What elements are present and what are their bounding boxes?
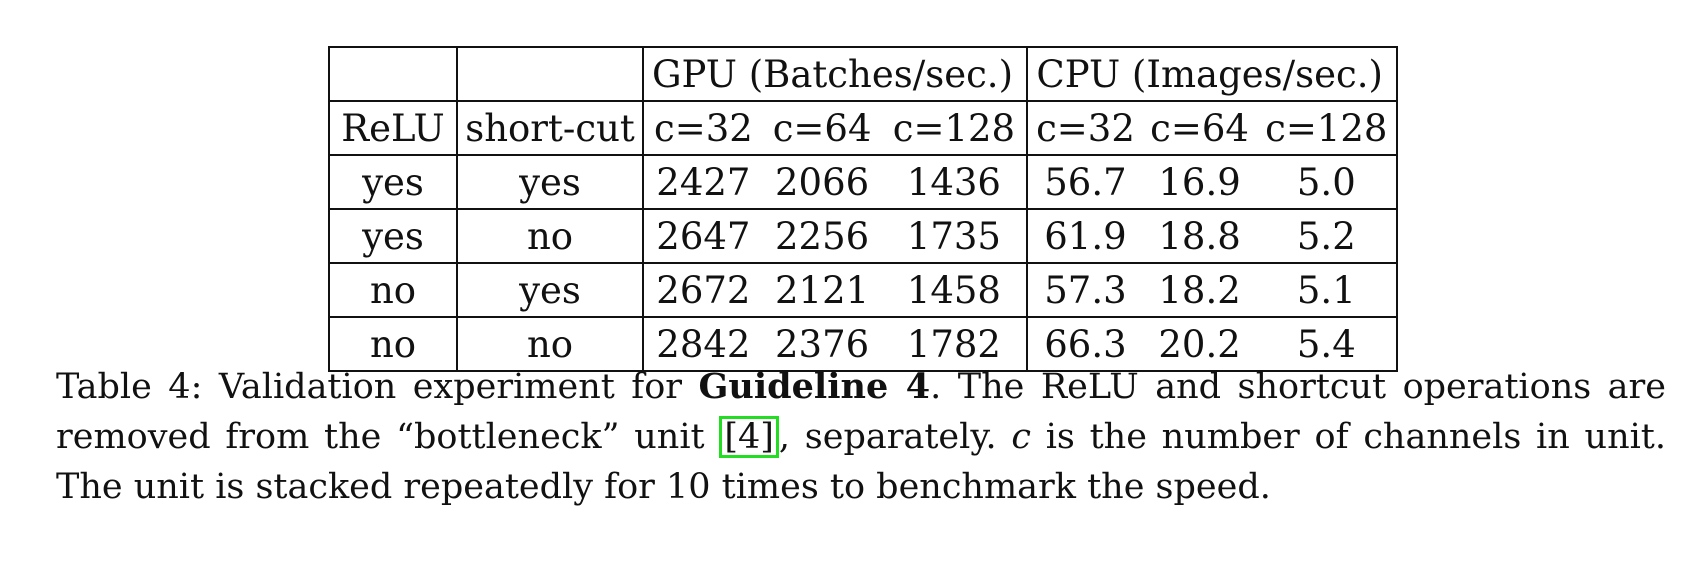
cpu-c128-cell: 5.2: [1256, 209, 1399, 263]
column-header: c=128: [1256, 101, 1399, 155]
caption-text: , separately.: [778, 417, 1012, 457]
gpu-c64-cell: 2376: [775, 322, 870, 366]
gpu-group-header: GPU (Batches/sec.): [643, 47, 1029, 101]
cpu-c128-cell: 5.0: [1256, 155, 1399, 209]
caption-variable: c: [1011, 417, 1031, 457]
gpu-c64-cell: 2256: [775, 214, 870, 258]
caption-guideline: Guideline 4: [698, 366, 931, 407]
table-row: yes yes 2427 2066 1436 56.7 16.9 5.0: [328, 155, 1399, 209]
column-header-row: ReLU short-cut c=32 c=64 c=128 c=32 c=64…: [328, 101, 1399, 155]
cpu-c128-cell: 5.1: [1256, 263, 1399, 317]
column-header: short-cut: [457, 101, 644, 155]
column-header: c=64: [1150, 106, 1249, 150]
relu-cell: yes: [328, 155, 458, 209]
cpu-c32-cell: 56.7: [1044, 160, 1127, 204]
caption-prefix: Table 4: Validation experiment for: [56, 367, 699, 407]
column-header: c=64: [772, 106, 872, 150]
column-header: c=32: [653, 106, 753, 150]
gpu-c128-cell: 1735: [881, 209, 1029, 263]
gpu-c32-cell: 2647: [656, 214, 751, 258]
relu-cell: yes: [328, 209, 458, 263]
cpu-c64-cell: 18.8: [1158, 214, 1241, 258]
gpu-c64-cell: 2066: [775, 160, 870, 204]
shortcut-cell: no: [457, 317, 644, 371]
results-table-container: GPU (Batches/sec.) CPU (Images/sec.) ReL…: [328, 46, 1399, 372]
empty-header-cell: [328, 47, 458, 101]
cpu-c128-cell: 5.4: [1256, 317, 1399, 371]
table-row: no yes 2672 2121 1458 57.3 18.2 5.1: [328, 263, 1399, 317]
citation-link[interactable]: [4]: [719, 416, 779, 458]
caption-suffix: is the number of channels in unit. The u…: [56, 417, 1666, 507]
gpu-c64-cell: 2121: [775, 268, 870, 312]
cpu-c64-cell: 16.9: [1158, 160, 1241, 204]
group-header-row: GPU (Batches/sec.) CPU (Images/sec.): [328, 47, 1398, 101]
cpu-c64-cell: 18.2: [1158, 268, 1241, 312]
table-row: no no 2842 2376 1782 66.3 20.2 5.4: [328, 317, 1399, 371]
cpu-c32-cell: 57.3: [1044, 268, 1127, 312]
relu-cell: no: [328, 263, 458, 317]
shortcut-cell: no: [457, 209, 644, 263]
gpu-c128-cell: 1458: [881, 263, 1029, 317]
empty-header-cell: [457, 47, 644, 101]
cpu-c32-cell: 66.3: [1044, 322, 1127, 366]
column-header: c=32: [1036, 106, 1135, 150]
shortcut-cell: yes: [457, 263, 644, 317]
column-header: ReLU: [328, 101, 458, 155]
results-table: GPU (Batches/sec.) CPU (Images/sec.) ReL…: [328, 46, 1399, 372]
gpu-c32-cell: 2842: [656, 322, 751, 366]
cpu-group-header: CPU (Images/sec.): [1027, 47, 1398, 101]
cpu-c32-cell: 61.9: [1044, 214, 1127, 258]
relu-cell: no: [328, 317, 458, 371]
shortcut-cell: yes: [457, 155, 644, 209]
gpu-c32-cell: 2427: [656, 160, 751, 204]
column-header: c=128: [881, 101, 1029, 155]
table-row: yes no 2647 2256 1735 61.9 18.8 5.2: [328, 209, 1399, 263]
gpu-c128-cell: 1782: [881, 317, 1029, 371]
gpu-c32-cell: 2672: [656, 268, 751, 312]
caption-text: . The ReLU and shortcut operations are r…: [56, 367, 1666, 457]
table-caption: Table 4: Validation experiment for Guide…: [56, 362, 1666, 512]
cpu-c64-cell: 20.2: [1158, 322, 1241, 366]
gpu-c128-cell: 1436: [881, 155, 1029, 209]
